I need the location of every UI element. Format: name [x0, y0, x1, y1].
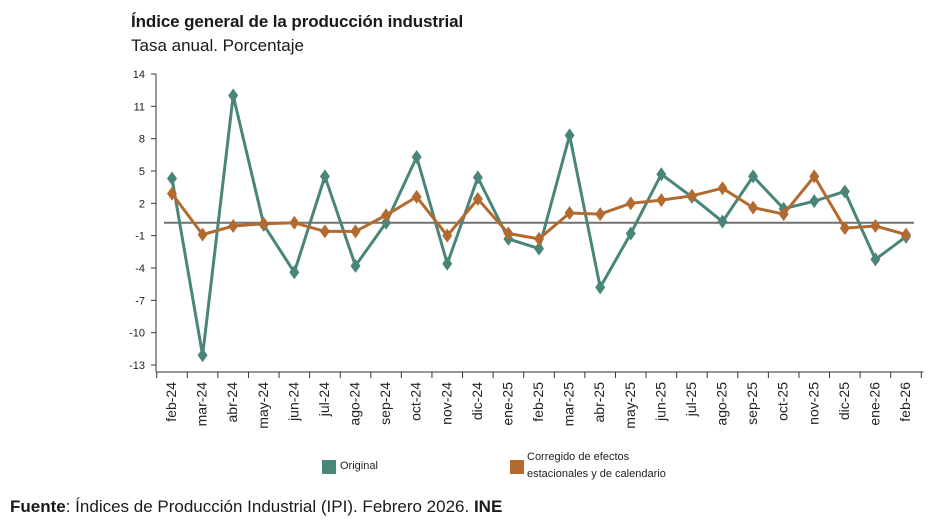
x-tick-label: feb-26: [897, 382, 913, 422]
x-tick-label: ago-25: [714, 382, 730, 426]
y-tick-label: 5: [139, 166, 145, 178]
source-org: INE: [473, 497, 503, 516]
series-original-point: [381, 215, 392, 230]
series-adjusted-point: [595, 207, 606, 222]
series-original-point: [350, 258, 361, 273]
series-original-point: [228, 88, 239, 103]
series-adjusted-point: [717, 181, 728, 196]
series-original-point: [870, 252, 881, 267]
y-tick-label: -1: [135, 231, 145, 243]
source-label: Fuente: [10, 497, 66, 516]
x-tick-label: ago-24: [347, 382, 363, 426]
series-adjusted-point: [503, 226, 514, 241]
series-adjusted-point: [534, 231, 544, 246]
x-tick-label: dic-24: [469, 382, 485, 420]
y-tick-label: 8: [139, 134, 145, 146]
series-adjusted-point: [350, 224, 361, 239]
x-tick-label: sep-24: [377, 382, 393, 425]
y-tick-label: -7: [135, 295, 145, 307]
series-original-point: [442, 256, 453, 271]
y-tick-label: 11: [134, 101, 145, 113]
chart-title: Índice general de la producción industri…: [131, 12, 464, 31]
series-adjusted-point: [686, 188, 697, 203]
legend-label-original: Original: [340, 460, 378, 472]
series-adjusted-point: [228, 218, 239, 233]
x-tick-label: jul-25: [683, 382, 699, 417]
series-original-point: [197, 348, 208, 363]
series-original-point: [167, 171, 177, 186]
x-tick-label: ene-26: [866, 382, 882, 426]
series-adjusted-point: [870, 218, 881, 233]
series-original-point: [411, 149, 422, 164]
series-original-point: [595, 280, 606, 295]
series-adjusted-point: [748, 200, 759, 215]
x-tick-label: oct-24: [408, 382, 424, 421]
series-original-point: [809, 194, 820, 209]
series-adjusted-point: [778, 207, 789, 222]
legend-swatch-original: [322, 460, 336, 474]
series-original-point: [472, 170, 483, 185]
x-tick-label: abr-25: [591, 382, 607, 423]
x-tick-label: abr-24: [224, 382, 240, 423]
y-tick-label: -10: [129, 328, 145, 340]
series-adjusted-point: [197, 227, 208, 242]
legend-swatch-adjusted: [510, 460, 524, 474]
x-tick-label: mar-25: [561, 382, 577, 427]
x-tick-label: may-24: [255, 382, 271, 429]
series-adjusted-point: [411, 189, 422, 204]
x-tick-label: nov-24: [438, 382, 454, 425]
series-adjusted-point: [258, 216, 269, 231]
x-tick-label: feb-24: [163, 382, 179, 422]
series-adjusted-point: [319, 224, 330, 239]
source-text: : Índices de Producción Industrial (IPI)…: [65, 497, 474, 516]
x-tick-label: sep-25: [744, 382, 760, 425]
series-original-point: [839, 184, 850, 199]
series-original-line: [170, 95, 907, 356]
series-original-point: [717, 214, 728, 229]
series-adjusted-point: [809, 169, 820, 184]
series-original-point: [289, 265, 300, 280]
series-original-point: [625, 226, 636, 241]
x-tick-label: jul-24: [316, 382, 332, 417]
series-adjusted-point: [656, 193, 667, 208]
series-original-point: [656, 167, 667, 182]
x-tick-label: may-25: [622, 382, 638, 429]
series-adjusted-point: [381, 208, 392, 223]
y-tick-label: -13: [129, 360, 145, 372]
series-original-point: [564, 128, 575, 143]
x-tick-label: nov-25: [805, 382, 821, 425]
series-original-point: [748, 169, 759, 184]
x-tick-label: jun-24: [285, 382, 301, 422]
series-adjusted-line: [170, 173, 907, 241]
series-adjusted-point: [564, 206, 575, 221]
series-adjusted-point: [839, 221, 850, 236]
series-adjusted-point: [167, 186, 177, 201]
x-tick-label: dic-25: [836, 382, 852, 420]
y-tick-label: 14: [133, 69, 145, 81]
x-tick-label: oct-25: [775, 382, 791, 421]
y-tick-label: -4: [135, 263, 145, 275]
x-tick-label: jun-25: [652, 382, 668, 422]
legend-label-adjusted: Corregido de efectos estacionales y de c…: [527, 449, 666, 483]
x-tick-label: ene-25: [499, 382, 515, 426]
series-adjusted-point: [901, 227, 911, 242]
series-adjusted-point: [625, 196, 636, 211]
series-original-point: [534, 241, 544, 256]
x-tick-label: feb-25: [530, 382, 546, 422]
legend-label-adjusted-line2: estacionales y de calendario: [527, 468, 666, 480]
y-tick-label: 2: [139, 198, 145, 210]
source-note: Fuente: Índices de Producción Industrial…: [10, 497, 502, 517]
legend-label-adjusted-line1: Corregido de efectos: [527, 451, 630, 463]
series-adjusted-point: [442, 228, 453, 243]
series-adjusted-point: [289, 215, 300, 230]
series-original-point: [319, 169, 330, 184]
chart-subtitle: Tasa anual. Porcentaje: [131, 36, 304, 55]
x-tick-label: mar-24: [194, 382, 210, 427]
series-adjusted-point: [472, 192, 483, 207]
